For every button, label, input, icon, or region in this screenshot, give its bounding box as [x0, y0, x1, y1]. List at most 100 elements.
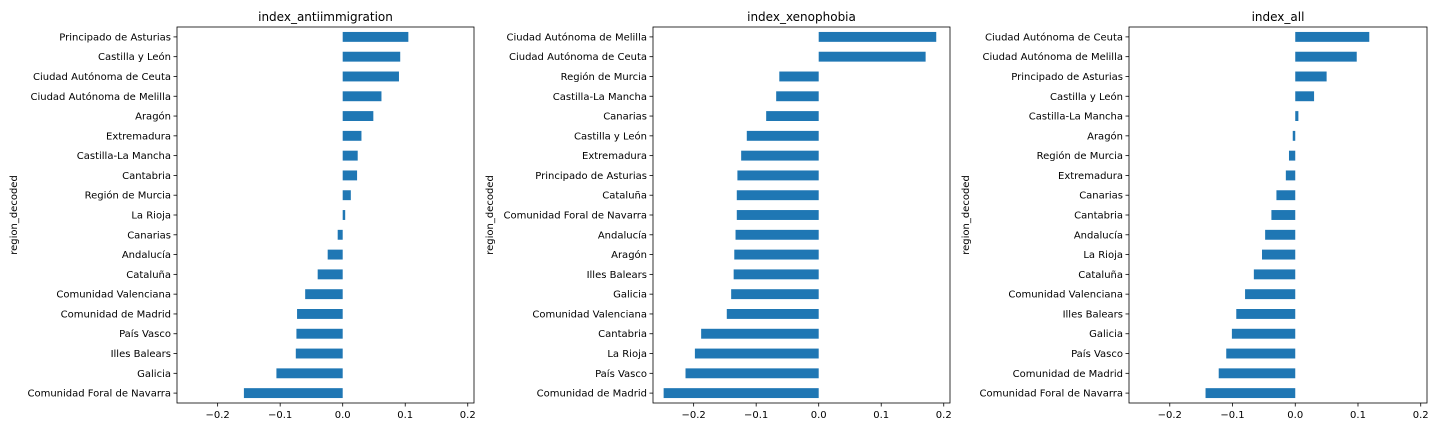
bar	[276, 368, 343, 379]
bar	[746, 130, 819, 141]
category-label: Ciudad Autónoma de Melilla	[506, 31, 647, 43]
chart-panel-2: Ciudad Autónoma de Melilla Ciudad Autónom…	[485, 10, 952, 421]
bar	[1288, 150, 1296, 161]
bar	[1245, 289, 1296, 300]
category-label: Canarias	[1079, 191, 1123, 202]
category-label: Ciudad Autónoma de Melilla	[982, 51, 1123, 63]
category-label: Illes Balears	[1063, 309, 1123, 320]
bar	[342, 210, 346, 220]
bar	[1285, 170, 1296, 181]
bar	[1295, 51, 1357, 62]
category-label: Comunidad Foral de Navarra	[503, 211, 647, 222]
bar	[342, 111, 374, 121]
bar	[685, 368, 819, 379]
bar	[342, 51, 401, 62]
x-tick-label: −0.1	[268, 410, 292, 421]
category-label: Aragón	[611, 249, 647, 261]
bar	[1205, 388, 1296, 399]
category-label: Principado de Asturias	[1011, 72, 1123, 83]
x-tick-label: −0.2	[1158, 410, 1182, 421]
bar	[779, 71, 819, 82]
bar	[1295, 71, 1327, 82]
axes-frame	[1128, 26, 1428, 404]
category-label: Galicia	[613, 290, 647, 301]
bar	[818, 31, 937, 42]
bar	[1292, 130, 1296, 141]
bar	[342, 150, 358, 161]
bar	[731, 289, 819, 300]
bar	[734, 249, 819, 260]
category-label: Comunidad Valenciana	[532, 309, 647, 320]
x-tick-label: 0.0	[811, 410, 827, 421]
bar	[342, 91, 382, 102]
x-tick-label: 0.1	[873, 410, 889, 421]
x-tick-label: −0.2	[205, 410, 229, 421]
x-tick-label: −0.1	[744, 410, 768, 421]
x-tick-label: −0.2	[681, 410, 705, 421]
category-label: Extremadura	[582, 151, 647, 162]
category-label: Canarias	[127, 230, 171, 241]
chart-title: index_antiimmigration	[258, 10, 393, 24]
bar	[1253, 269, 1296, 280]
category-label: País Vasco	[1071, 348, 1123, 360]
category-label: Canarias	[603, 112, 647, 123]
category-label: Cantabria	[1074, 211, 1123, 222]
category-label: Región de Murcia	[561, 71, 647, 83]
category-label: Cataluña	[1078, 270, 1123, 281]
bar	[1276, 190, 1296, 201]
bar	[1262, 249, 1296, 260]
bar	[342, 71, 399, 82]
chart-title: index_xenophobia	[747, 10, 856, 24]
category-label: La Rioja	[131, 211, 171, 222]
axes-frame	[652, 26, 951, 404]
category-label: Comunidad de Madrid	[1013, 369, 1123, 380]
chart-title: index_all	[1252, 10, 1305, 24]
bar	[1236, 309, 1296, 319]
category-label: Cataluña	[602, 191, 647, 202]
category-label: Galicia	[137, 369, 171, 380]
category-label: Castilla y León	[574, 130, 647, 142]
category-label: Galicia	[1089, 329, 1123, 340]
bar	[776, 91, 819, 102]
x-tick-label: 0.2	[936, 410, 952, 421]
bar	[1226, 348, 1296, 359]
bar	[295, 348, 343, 359]
chart-panel-3: Ciudad Autónoma de Ceuta Ciudad Autónoma …	[961, 10, 1429, 421]
category-label: Castilla y León	[98, 51, 171, 63]
bar	[305, 289, 343, 300]
category-label: Illes Balears	[111, 349, 171, 360]
category-label: Ciudad Autónoma de Ceuta	[985, 31, 1123, 43]
category-label: Comunidad Valenciana	[1008, 290, 1123, 301]
x-tick-label: 0.2	[1413, 410, 1429, 421]
x-tick-label: 0.1	[397, 410, 413, 421]
chart-panel-1: Principado de Asturias Castilla y León Ciu…	[9, 10, 476, 421]
bar	[327, 249, 343, 260]
bar	[818, 51, 926, 62]
category-label: La Rioja	[607, 349, 647, 360]
bar	[1295, 111, 1299, 121]
y-axis-label: region_decoded	[9, 175, 20, 255]
category-label: Comunidad Foral de Navarra	[979, 389, 1123, 400]
category-label: Illes Balears	[587, 270, 647, 281]
category-label: Andalucía	[1074, 229, 1123, 241]
x-tick-label: 0.0	[335, 410, 351, 421]
x-tick-label: −0.1	[1220, 410, 1244, 421]
bar	[342, 31, 409, 42]
category-label: Cantabria	[122, 171, 171, 182]
category-label: Comunidad Valenciana	[56, 290, 171, 301]
y-axis-label: region_decoded	[485, 175, 496, 255]
bar	[1231, 328, 1296, 339]
bar	[342, 130, 362, 141]
bar	[297, 309, 343, 319]
category-label: Extremadura	[1058, 171, 1123, 182]
bar	[726, 309, 819, 319]
bar	[694, 348, 819, 359]
category-label: Castilla-La Mancha	[1029, 112, 1123, 123]
bar	[317, 269, 343, 280]
bar	[243, 388, 343, 399]
bar	[1295, 91, 1315, 102]
category-label: Región de Murcia	[1037, 150, 1123, 162]
category-label: Comunidad de Madrid	[61, 309, 171, 320]
category-label: País Vasco	[119, 328, 171, 340]
